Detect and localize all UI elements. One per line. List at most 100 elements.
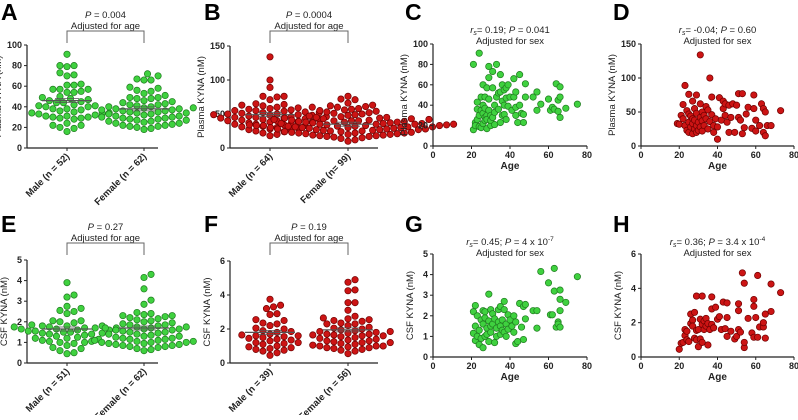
data-point [689,316,697,324]
data-point [140,273,148,282]
data-point [63,310,71,318]
p-value: = 0.041 [515,25,550,36]
panel-letter: B [204,0,221,25]
y-tick-label: 60 [418,80,428,90]
p-symbol: P [85,10,92,21]
data-point [77,114,85,122]
data-point [74,333,82,341]
data-point [63,279,71,287]
p-symbol: P [708,237,715,248]
data-point [63,105,71,113]
data-point [266,344,274,353]
r-symbol: r [670,237,674,248]
data-point [98,113,106,121]
data-point [56,114,64,122]
data-point [372,335,380,343]
r-subscript: s [473,30,477,37]
stats-title: P = 0.27 [88,222,124,233]
data-point [414,126,422,134]
data-point [756,122,764,130]
data-point [767,122,775,130]
x-axis-label: Age [708,372,727,383]
data-point [266,53,274,61]
data-point [333,103,341,111]
y-tick-label: 40 [418,100,428,110]
data-point [369,101,377,109]
data-point [175,112,183,120]
data-point [734,307,743,315]
data-point [698,292,706,300]
data-point [101,324,109,332]
data-point [492,60,501,68]
data-point [77,106,85,114]
data-point [161,100,169,108]
data-point [133,337,141,345]
data-point [544,279,553,287]
data-point [489,67,497,76]
data-point [63,350,71,358]
r-subscript: s [682,30,686,37]
data-point [721,325,729,333]
data-point [277,301,285,309]
data-point [358,127,366,135]
data-point [351,333,359,342]
data-point [133,345,141,353]
data-point [49,105,57,113]
y-tick-label: 5 [17,255,22,265]
data-point [521,93,529,101]
x-tick-label: 20 [466,150,476,160]
category-label: Male (n = 39) [227,366,275,414]
data-point [112,333,120,341]
data-point [154,84,162,92]
data-point [266,351,274,359]
data-point [189,337,197,345]
data-point [119,334,127,342]
data-point [63,302,71,310]
data-point [259,122,268,130]
data-point [81,324,89,332]
data-point [70,88,78,96]
data-point [154,315,162,323]
y-tick-label: 150 [210,41,225,51]
data-point [133,95,141,103]
data-point [147,331,155,339]
data-point [88,330,96,338]
data-point [750,295,758,304]
data-point [70,71,78,79]
data-point [112,326,120,334]
data-point [435,122,444,130]
data-point [330,117,338,125]
data-point [365,316,373,324]
stats-title: rs= 0.19; P = 0.041 [470,25,550,37]
y-tick-label: 3 [17,296,22,306]
data-point [210,111,218,119]
data-point [475,49,483,57]
data-point [761,108,769,116]
data-point [365,323,373,331]
data-point [491,339,499,347]
data-point [168,319,176,327]
data-point [504,81,512,89]
data-point [358,339,366,347]
data-point [744,314,752,322]
y-tick-label: 50 [215,109,225,119]
data-point [379,342,387,350]
data-point [330,109,338,117]
data-point [556,113,564,121]
panel-a: A 0 20 40 60 80 100 Plasma KYNA (nM) P = 0.004Ad… [0,0,197,208]
data-point [344,336,352,344]
data-point [273,103,281,111]
data-point [698,338,706,346]
y-tick-label: 1 [423,331,428,341]
data-point [287,327,295,336]
data-point [126,335,134,343]
data-point [140,285,148,293]
data-point [390,124,398,132]
data-point [140,300,148,308]
y-tick-label: 100 [413,39,428,49]
data-point [319,126,327,134]
data-point [379,119,387,128]
panel-letter: D [613,0,630,25]
data-point [98,106,106,114]
data-point [485,337,493,346]
